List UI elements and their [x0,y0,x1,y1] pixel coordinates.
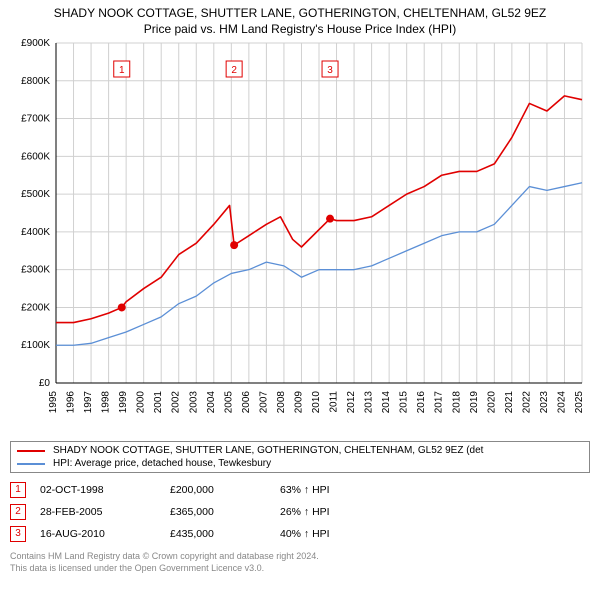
svg-text:2020: 2020 [486,391,497,414]
sale-date: 02-OCT-1998 [40,484,170,496]
legend-label: HPI: Average price, detached house, Tewk… [53,458,271,469]
title-line-2: Price paid vs. HM Land Registry's House … [10,22,590,38]
legend-item: HPI: Average price, detached house, Tewk… [17,457,583,470]
sale-marker-icon: 2 [10,504,26,520]
svg-text:1996: 1996 [66,391,77,414]
svg-text:2021: 2021 [504,391,515,414]
sales-row: 3 16-AUG-2010 £435,000 40% ↑ HPI [10,523,590,545]
svg-text:£300K: £300K [21,265,50,276]
sales-table: 1 02-OCT-1998 £200,000 63% ↑ HPI 2 28-FE… [10,479,590,545]
svg-text:2012: 2012 [346,391,357,414]
svg-text:2009: 2009 [293,391,304,414]
svg-text:1995: 1995 [48,391,59,414]
svg-text:2008: 2008 [276,391,287,414]
svg-text:2010: 2010 [311,391,322,414]
title-line-1: SHADY NOOK COTTAGE, SHUTTER LANE, GOTHER… [10,6,590,22]
svg-text:2011: 2011 [329,391,340,413]
svg-text:3: 3 [327,65,333,76]
svg-text:2003: 2003 [188,391,199,414]
svg-text:2005: 2005 [223,391,234,414]
svg-text:2018: 2018 [451,391,462,414]
svg-text:1998: 1998 [101,391,112,414]
chart-container: SHADY NOOK COTTAGE, SHUTTER LANE, GOTHER… [0,0,600,590]
legend-swatch [17,450,45,452]
legend-item: SHADY NOOK COTTAGE, SHUTTER LANE, GOTHER… [17,444,583,457]
sale-delta: 63% ↑ HPI [280,484,390,496]
svg-text:2025: 2025 [574,391,585,414]
sale-marker-icon: 1 [10,482,26,498]
chart-title: SHADY NOOK COTTAGE, SHUTTER LANE, GOTHER… [10,6,590,37]
legend: SHADY NOOK COTTAGE, SHUTTER LANE, GOTHER… [10,441,590,473]
footnote: Contains HM Land Registry data © Crown c… [10,551,590,574]
svg-text:1999: 1999 [118,391,129,414]
svg-text:2006: 2006 [241,391,252,414]
svg-text:£0: £0 [39,378,51,389]
sales-row: 1 02-OCT-1998 £200,000 63% ↑ HPI [10,479,590,501]
footnote-line-1: Contains HM Land Registry data © Crown c… [10,551,590,563]
svg-text:2024: 2024 [556,391,567,414]
svg-text:2001: 2001 [153,391,164,414]
svg-text:£100K: £100K [21,340,50,351]
legend-label: SHADY NOOK COTTAGE, SHUTTER LANE, GOTHER… [53,445,483,456]
svg-text:1: 1 [119,65,125,76]
svg-text:2004: 2004 [206,391,217,414]
svg-text:£600K: £600K [21,152,50,163]
svg-text:£400K: £400K [21,227,50,238]
svg-text:£900K: £900K [21,38,50,49]
svg-text:2015: 2015 [399,391,410,414]
legend-swatch [17,463,45,465]
footnote-line-2: This data is licensed under the Open Gov… [10,563,590,575]
sale-delta: 26% ↑ HPI [280,506,390,518]
svg-text:2023: 2023 [539,391,550,414]
svg-text:£500K: £500K [21,189,50,200]
svg-text:2000: 2000 [136,391,147,414]
sale-price: £435,000 [170,528,280,540]
svg-text:2013: 2013 [364,391,375,414]
svg-text:2016: 2016 [416,391,427,414]
svg-text:1997: 1997 [83,391,94,414]
svg-text:2002: 2002 [171,391,182,414]
svg-text:2019: 2019 [469,391,480,414]
svg-text:£200K: £200K [21,303,50,314]
svg-text:2014: 2014 [381,391,392,414]
svg-text:2007: 2007 [258,391,269,414]
sale-date: 28-FEB-2005 [40,506,170,518]
svg-text:2: 2 [231,65,237,76]
svg-text:£800K: £800K [21,76,50,87]
sale-delta: 40% ↑ HPI [280,528,390,540]
sale-marker-icon: 3 [10,526,26,542]
sales-row: 2 28-FEB-2005 £365,000 26% ↑ HPI [10,501,590,523]
svg-text:£700K: £700K [21,114,50,125]
chart-svg: £0 £100K £200K £300K £400K £500K £600K £700K £80… [10,37,590,437]
sale-date: 16-AUG-2010 [40,528,170,540]
svg-text:2022: 2022 [521,391,532,414]
sale-price: £200,000 [170,484,280,496]
sale-price: £365,000 [170,506,280,518]
svg-text:2017: 2017 [434,391,445,414]
line-chart: £0 £100K £200K £300K £400K £500K £600K £700K £80… [10,37,590,437]
